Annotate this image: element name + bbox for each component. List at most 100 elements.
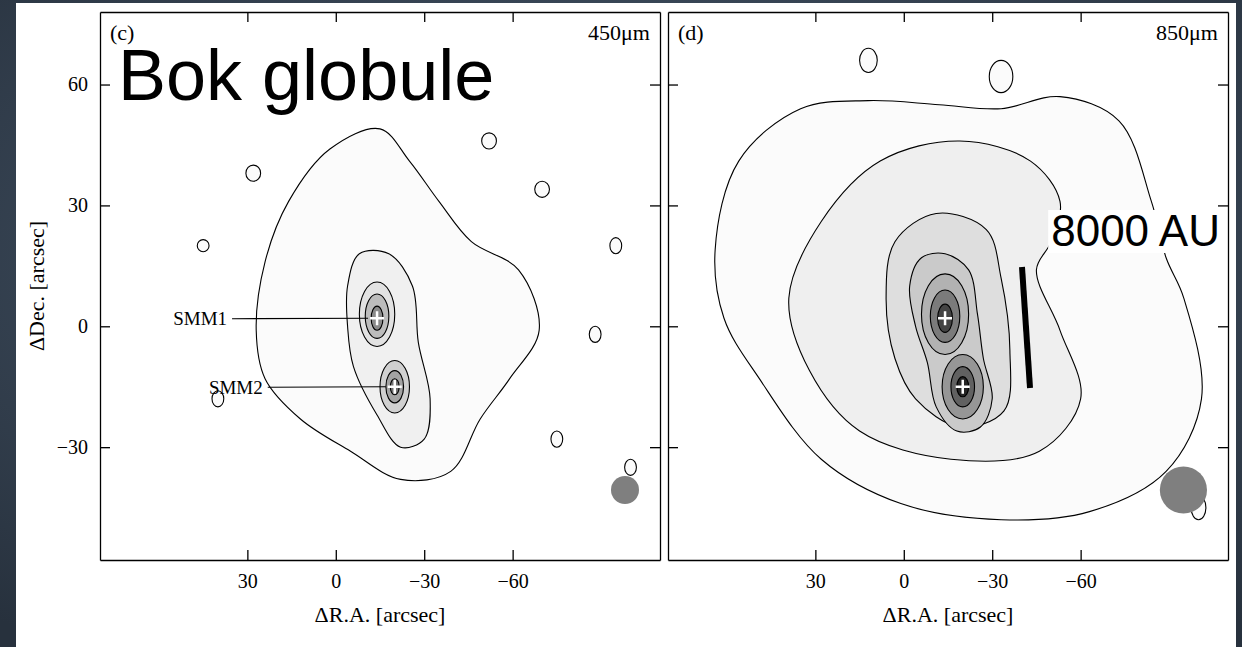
source-cross <box>938 311 952 325</box>
x-axis: 30 0 −30 −60 <box>101 550 661 592</box>
plot-area <box>197 128 639 504</box>
tick: 60 <box>68 73 110 95</box>
tick-mark <box>668 84 678 85</box>
contour-island <box>535 181 550 197</box>
tick-mark <box>992 12 993 22</box>
y-axis <box>668 13 678 561</box>
axis-line <box>101 560 661 561</box>
tick: −60 <box>1065 550 1096 592</box>
tick-mark <box>100 205 110 206</box>
tick-mark <box>650 326 660 327</box>
tick: 0 <box>331 550 341 592</box>
axis-line <box>100 13 101 561</box>
chart-root: 30 0 −30 −60 −30 0 30 60 ΔR.A. [arcsec] ΔDec. [ar… <box>0 0 1242 647</box>
tick-mark <box>668 447 678 448</box>
tick <box>668 85 678 86</box>
tick-label: 30 <box>68 194 88 216</box>
tick: 30 <box>238 550 258 592</box>
contour <box>256 128 539 480</box>
contour <box>942 355 983 419</box>
tick <box>1218 85 1228 86</box>
panel-title: 450μm <box>588 20 650 45</box>
tick-label: −60 <box>1065 570 1096 592</box>
tick: −30 <box>977 550 1008 592</box>
axis-line <box>669 12 1229 13</box>
y-axis-right <box>1218 13 1229 561</box>
source-label: SMM2 <box>209 377 263 398</box>
tick: 0 <box>899 550 909 592</box>
y-axis-title: ΔDec. [arcsec] <box>24 221 49 351</box>
contour-island <box>610 238 622 254</box>
tick-label: 0 <box>78 315 88 337</box>
tick: −60 <box>497 550 528 592</box>
tick-label: 30 <box>238 570 258 592</box>
tick <box>668 205 678 206</box>
contour <box>386 371 404 403</box>
tick-label: −30 <box>409 570 440 592</box>
contour-island <box>589 326 601 342</box>
tick-label: 30 <box>806 570 826 592</box>
beam <box>1160 466 1207 513</box>
x-axis-top <box>101 12 661 22</box>
axis-line <box>1228 13 1229 561</box>
x-axis-title: ΔR.A. [arcsec] <box>315 602 446 627</box>
contour <box>930 290 959 342</box>
tick-mark <box>100 447 110 448</box>
plot-area <box>715 48 1207 520</box>
tick <box>650 205 660 206</box>
tick-label: 0 <box>331 570 341 592</box>
contour <box>789 141 1081 461</box>
tick <box>668 447 678 448</box>
contour-island <box>246 165 261 181</box>
axis-line <box>668 13 669 561</box>
tick <box>1081 12 1082 22</box>
tick: 0 <box>78 315 110 337</box>
y-axis-right <box>650 13 661 561</box>
tick <box>1218 447 1228 448</box>
contour <box>951 367 975 407</box>
contour <box>365 294 389 338</box>
tick-mark <box>1218 84 1228 85</box>
tick-mark <box>815 550 816 560</box>
source-cross <box>956 380 970 394</box>
contour-island <box>551 431 563 447</box>
tick <box>336 12 337 22</box>
annotation-label: 8000 AU <box>1051 206 1220 255</box>
tick-label: −60 <box>497 570 528 592</box>
tick-mark <box>1218 447 1228 448</box>
tick: −30 <box>57 436 110 458</box>
tick: 30 <box>806 550 826 592</box>
tick-mark <box>424 550 425 560</box>
tick-mark <box>650 447 660 448</box>
tick-mark <box>247 550 248 560</box>
contour <box>359 282 394 346</box>
tick-label: 0 <box>899 570 909 592</box>
tick-mark <box>668 326 678 327</box>
tick-mark <box>650 205 660 206</box>
contour-island <box>989 60 1013 92</box>
tick-mark <box>668 205 678 206</box>
tick-mark <box>100 326 110 327</box>
tick-mark <box>336 550 337 560</box>
tick-label: −30 <box>57 436 88 458</box>
contour-island <box>197 240 209 252</box>
figure: 30 0 −30 −60 −30 0 30 60 ΔR.A. [arcsec] ΔDec. [ar… <box>0 0 1242 647</box>
tick-mark <box>1218 326 1228 327</box>
source-cross <box>370 311 384 325</box>
tick-mark <box>336 12 337 22</box>
tick <box>513 12 514 22</box>
beam <box>611 476 639 504</box>
tick <box>904 12 905 22</box>
axis-line <box>101 12 661 13</box>
tick <box>650 447 660 448</box>
slide-background <box>0 0 1242 647</box>
scale-annotation: 8000 AU <box>1022 206 1223 388</box>
scale-bar <box>1022 267 1030 388</box>
tick-mark <box>424 12 425 22</box>
contour-island <box>482 133 497 149</box>
tick <box>650 85 660 86</box>
tick-label: −30 <box>977 570 1008 592</box>
axis-line <box>660 13 661 561</box>
tick-mark <box>904 550 905 560</box>
panel-title: 850μm <box>1156 20 1218 45</box>
